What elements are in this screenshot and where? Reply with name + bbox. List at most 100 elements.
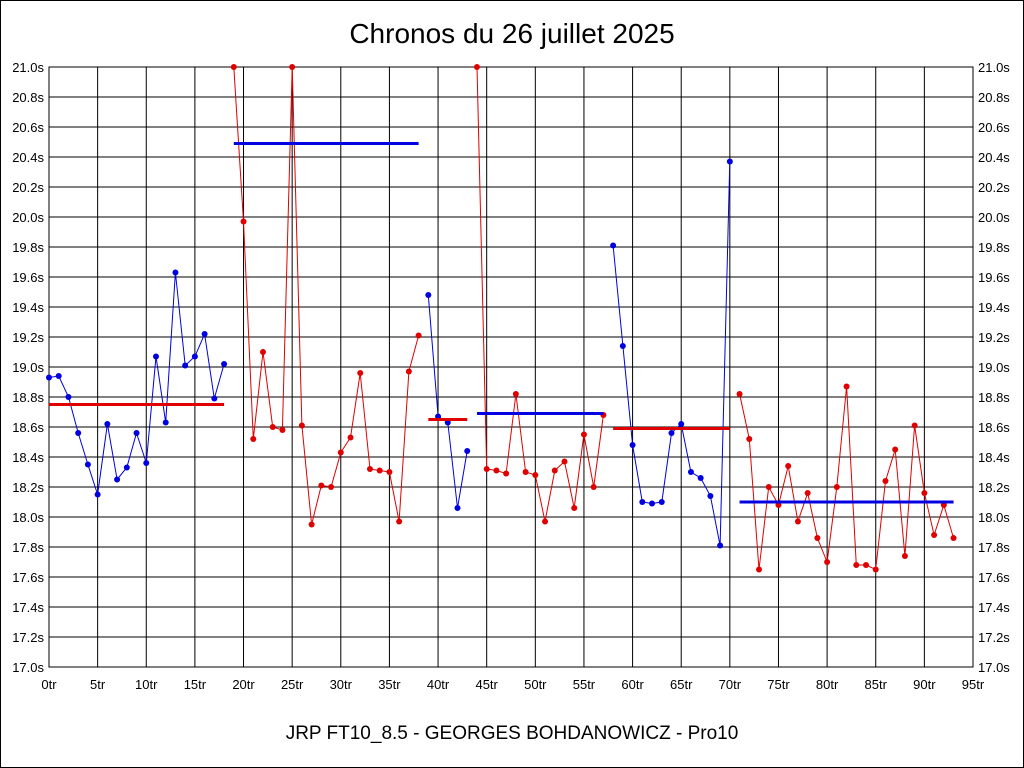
segment-5-point: [717, 542, 724, 549]
segment-2-point: [347, 434, 354, 441]
y-tick-label-left: 19.4s: [12, 300, 44, 315]
segment-5-point: [687, 469, 694, 475]
y-tick-label-left: 18.8s: [12, 390, 44, 405]
y-tick-label-right: 19.8s: [978, 240, 1010, 255]
segment-2-point: [318, 482, 325, 489]
x-tick-label: 65tr: [670, 677, 693, 692]
x-tick-label: 45tr: [475, 677, 498, 692]
segment-5-point: [668, 430, 675, 436]
segment-1-line: [48, 272, 225, 495]
segment-6-point: [950, 535, 957, 541]
y-tick-label-left: 17.2s: [12, 630, 44, 645]
y-tick-label-left: 21.0s: [12, 60, 44, 75]
y-tick-label-right: 20.0s: [978, 210, 1010, 225]
segment-1-point: [211, 395, 218, 402]
y-tick-label-left: 20.2s: [12, 180, 44, 195]
segment-6-point: [736, 391, 743, 397]
x-tick-label: 70tr: [719, 677, 742, 692]
segment-6-point: [882, 478, 889, 484]
segment-2-point: [259, 349, 266, 355]
segment-1-point: [191, 353, 198, 360]
chart-footer: JRP FT10_8.5 - GEORGES BOHDANOWICZ - Pro…: [285, 723, 739, 744]
segment-6-point: [804, 490, 811, 496]
segment-4-point: [512, 391, 519, 397]
segment-2-point: [230, 64, 237, 70]
segment-2-point: [366, 466, 373, 472]
segment-1-point: [162, 419, 169, 426]
y-tick-label-left: 17.8s: [12, 540, 44, 555]
x-tick-label: 60tr: [621, 677, 644, 692]
y-tick-label-right: 18.0s: [978, 510, 1010, 525]
x-tick-label: 0tr: [41, 677, 57, 692]
segment-2-point: [289, 64, 296, 70]
segment-6-point: [853, 562, 860, 568]
y-tick-label-right: 20.2s: [978, 180, 1010, 195]
segment-2-point: [357, 370, 364, 376]
y-tick-label-right: 21.0s: [978, 60, 1010, 75]
y-tick-label-right: 19.6s: [978, 270, 1010, 285]
y-tick-label-left: 20.6s: [12, 120, 44, 135]
segment-5-point: [639, 499, 646, 505]
segment-4-point: [542, 518, 549, 525]
segment-6-point: [892, 446, 899, 453]
segment-6-point: [833, 484, 840, 490]
segment-6-point: [746, 436, 753, 442]
segment-1-point: [172, 269, 179, 276]
segment-1-point: [104, 421, 111, 427]
segment-4-point: [590, 484, 597, 490]
segment-3-point: [454, 505, 461, 511]
segment-2-point: [328, 484, 335, 490]
segment-5-point: [629, 442, 636, 448]
y-tick-label-right: 20.8s: [978, 90, 1010, 105]
segment-6-point: [901, 553, 908, 559]
y-tick-label-right: 18.4s: [978, 450, 1010, 465]
x-tick-label: 10tr: [135, 677, 158, 692]
y-tick-label-left: 18.4s: [12, 450, 44, 465]
segment-4-point: [571, 505, 578, 511]
segment-1-point: [55, 373, 62, 379]
segment-2-point: [405, 368, 412, 375]
segment-4-point: [473, 64, 480, 70]
x-tick-label: 75tr: [767, 677, 790, 692]
segment-2-point: [337, 449, 344, 456]
y-tick-label-left: 18.6s: [12, 420, 44, 435]
segment-6-point: [794, 518, 801, 525]
segment-4-point: [532, 472, 539, 478]
x-tick-label: 50tr: [524, 677, 547, 692]
x-tick-label: 15tr: [184, 677, 207, 692]
segment-5-line: [612, 161, 731, 546]
segment-1-point: [75, 430, 82, 436]
y-tick-label-right: 18.6s: [978, 420, 1010, 435]
y-tick-label-left: 19.0s: [12, 360, 44, 375]
x-tick-label: 85tr: [865, 677, 888, 692]
segment-6-point: [931, 532, 938, 538]
x-tick-label: 95tr: [962, 677, 985, 692]
y-tick-label-right: 20.4s: [978, 150, 1010, 165]
plot-area: [48, 66, 974, 668]
x-tick-label: 30tr: [330, 677, 353, 692]
y-tick-label-right: 19.0s: [978, 360, 1010, 375]
segment-2-point: [269, 424, 276, 430]
x-tick-label: 25tr: [281, 677, 304, 692]
segment-6-point: [756, 566, 763, 573]
segment-3-line: [427, 294, 468, 509]
y-tick-label-right: 18.2s: [978, 480, 1010, 495]
segment-1-point: [84, 461, 91, 468]
y-tick-label-right: 17.0s: [978, 660, 1010, 675]
x-tick-label: 5tr: [90, 677, 106, 692]
segment-6-point: [765, 484, 772, 490]
y-tick-label-left: 20.8s: [12, 90, 44, 105]
y-tick-label-left: 19.2s: [12, 330, 44, 345]
x-tick-label: 55tr: [573, 677, 596, 692]
y-tick-label-right: 20.6s: [978, 120, 1010, 135]
segment-6-point: [911, 422, 918, 429]
segment-6-point: [921, 490, 928, 496]
segment-2-line: [233, 66, 420, 525]
x-tick-label: 80tr: [816, 677, 839, 692]
segment-5-point: [619, 343, 626, 349]
segment-1-point: [182, 362, 189, 369]
segment-2-point: [396, 518, 403, 525]
y-tick-label-right: 17.4s: [978, 600, 1010, 615]
segment-1-point: [221, 361, 228, 367]
